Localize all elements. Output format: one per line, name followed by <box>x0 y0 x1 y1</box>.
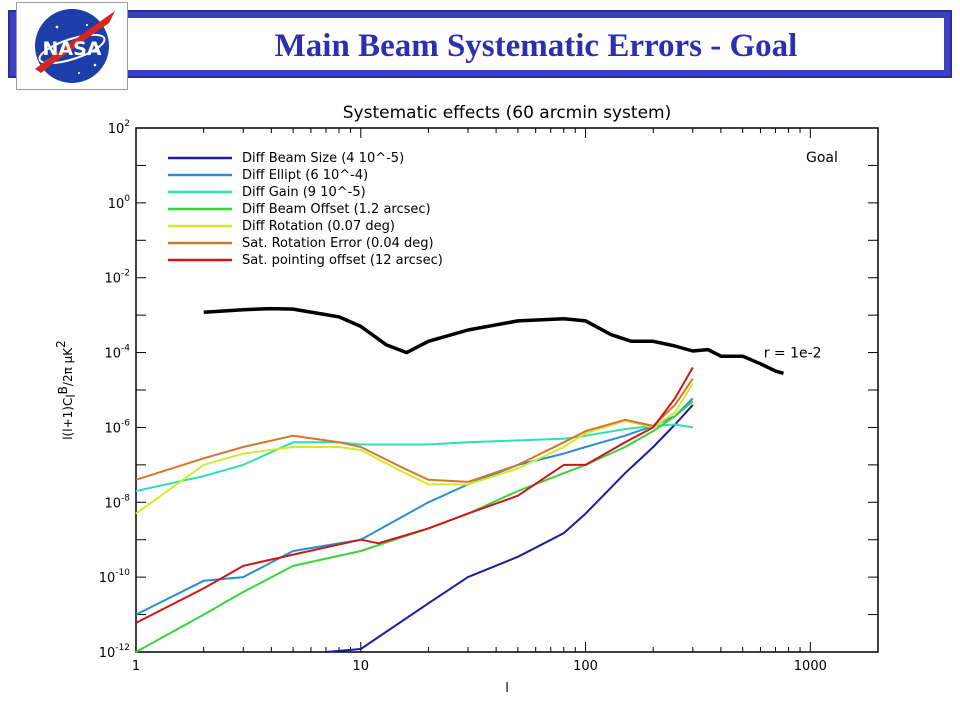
x-axis: 1 10 100 1000 <box>132 128 879 674</box>
annotation-r: r = 1e-2 <box>764 346 822 362</box>
series-line-7 <box>203 306 784 375</box>
x-axis-label: l <box>505 681 509 696</box>
header-title-panel: Main Beam Systematic Errors - Goal <box>128 18 944 70</box>
legend-entry: Diff Ellipt (6 10^-4) <box>242 168 368 183</box>
legend-entry: Sat. pointing offset (12 arcsec) <box>242 253 443 268</box>
series-line-1 <box>135 397 694 616</box>
y-tick-label: 10-10 <box>99 568 131 586</box>
slide-title: Main Beam Systematic Errors - Goal <box>274 28 798 64</box>
series-line-5 <box>135 378 694 483</box>
y-tick-label: 102 <box>108 119 130 137</box>
annotation-goal: Goal <box>806 150 838 166</box>
legend-entry: Diff Beam Offset (1.2 arcsec) <box>242 202 431 217</box>
chart-title: Systematic effects (60 arcmin system) <box>343 103 671 123</box>
legend-entry: Sat. Rotation Error (0.04 deg) <box>242 236 434 251</box>
y-axis: 10-12 10-10 10-8 10-6 10-4 10-2 100 102 <box>99 119 878 661</box>
systematic-effects-chart: 1 10 100 1000 10-12 10-10 10-8 10-6 10-4 10-2 100… <box>54 103 879 696</box>
series-lines <box>135 306 784 653</box>
legend-entry: Diff Beam Size (4 10^-5) <box>242 151 404 166</box>
y-tick-label: 10-12 <box>99 643 130 661</box>
series-line-3 <box>135 400 694 653</box>
legend-entry: Diff Rotation (0.07 deg) <box>242 219 395 234</box>
legend-entry: Diff Gain (9 10^-5) <box>242 185 366 200</box>
nasa-logo: NASA <box>16 2 128 90</box>
y-axis-label-text: l(l+1)ClB/2π μK2 <box>54 340 78 440</box>
logo-text: NASA <box>43 38 102 60</box>
x-tick-label: 100 <box>573 659 598 674</box>
y-tick-label: 10-8 <box>104 493 130 511</box>
y-axis-label: l(l+1)ClB/2π μK2 <box>54 340 78 440</box>
series-line-0 <box>325 404 694 653</box>
x-tick-label: 1000 <box>794 659 827 674</box>
series-line-4 <box>135 382 694 515</box>
y-tick-label: 10-2 <box>104 269 130 287</box>
y-tick-label: 10-6 <box>104 418 130 436</box>
x-tick-label: 10 <box>353 659 370 674</box>
y-tick-label: 10-4 <box>104 344 130 362</box>
series-line-6 <box>135 366 694 624</box>
series-line-2 <box>135 423 693 492</box>
x-tick-label: 1 <box>132 659 140 674</box>
header-bar: Main Beam Systematic Errors - Goal <box>8 10 952 78</box>
nasa-meatball-icon: NASA <box>35 9 115 83</box>
y-tick-label: 100 <box>108 194 131 212</box>
legend: Diff Beam Size (4 10^-5) Diff Ellipt (6 1… <box>168 151 443 268</box>
